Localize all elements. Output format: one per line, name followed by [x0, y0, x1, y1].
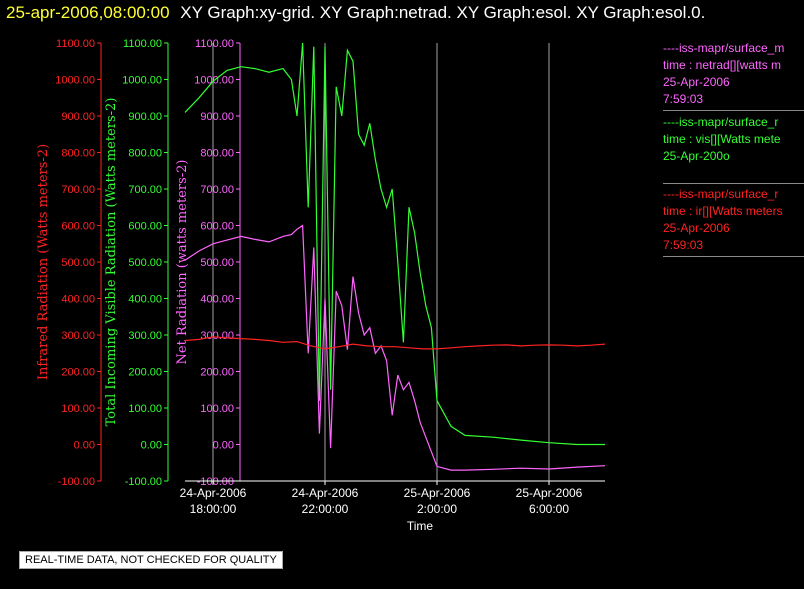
y-tick-label: -100.00 [58, 476, 95, 488]
y-tick-label: 600.00 [61, 221, 95, 233]
y-tick-label: 400.00 [200, 294, 234, 306]
y-tick-label: 300.00 [200, 330, 234, 342]
y-tick-label: 200.00 [128, 367, 162, 379]
x-tick-label: 25-Apr-2006 [404, 486, 471, 500]
x-tick-label: 24-Apr-2006 [180, 486, 247, 500]
legend-line: 25-Apr-2006 [663, 221, 730, 235]
y-tick-label: 1100.00 [195, 38, 234, 50]
y-axis-label: Net Radiation (watts meters-2) [175, 160, 190, 365]
y-axis-label: Infrared Radiation (Watts meters-2) [36, 144, 51, 380]
x-tick-label: 22:00:00 [302, 502, 349, 516]
legend-entry-ir: ----iss-mapr/surface_r time : ir[][Watts… [663, 186, 804, 254]
y-tick-label: 200.00 [200, 367, 234, 379]
y-tick-label: 800.00 [61, 148, 95, 160]
series-line-vis [184, 42, 605, 446]
legend-entry-netrad: ----iss-mapr/surface_m time : netrad[][w… [663, 40, 804, 108]
y-tick-label: 0.00 [141, 440, 162, 452]
x-tick-label: 24-Apr-2006 [292, 486, 359, 500]
x-tick-label: 18:00:00 [190, 502, 237, 516]
y-tick-label: 100.00 [128, 403, 162, 415]
y-tick-label: 300.00 [61, 330, 95, 342]
legend-line: 7:59:03 [663, 238, 704, 252]
y-tick-label: 500.00 [200, 257, 234, 269]
y-tick-label: 500.00 [61, 257, 95, 269]
legend-line: 25-Apr-200o [663, 149, 730, 163]
legend-line: time : netrad[][watts m [663, 58, 782, 72]
x-tick-label: 2:00:00 [417, 502, 457, 516]
y-tick-label: 500.00 [128, 257, 162, 269]
y-tick-label: 800.00 [128, 148, 162, 160]
title-bar: 25-apr-2006,08:00:00 XY Graph:xy-grid. X… [6, 3, 705, 23]
legend-entry-vis: ----iss-mapr/surface_r time : vis[][Watt… [663, 114, 804, 165]
series-line-net [184, 224, 606, 471]
y-tick-label: 700.00 [128, 184, 162, 196]
y-tick-label: 1000.00 [122, 75, 162, 87]
legend-divider [663, 110, 804, 111]
legend-line: time : ir[][Watts meters [663, 204, 783, 218]
y-tick-label: 800.00 [200, 148, 234, 160]
legend-line: ----iss-mapr/surface_m [663, 41, 785, 55]
quality-notice: REAL-TIME DATA, NOT CHECKED FOR QUALITY [19, 551, 283, 569]
y-tick-label: 900.00 [200, 111, 234, 123]
legend-divider [663, 183, 804, 184]
y-tick-label: 400.00 [61, 294, 95, 306]
y-tick-label: 1100.00 [56, 38, 95, 50]
y-axis-label: Total Incoming Visible Radiation (Watts … [104, 98, 119, 427]
legend-line: 7:59:03 [663, 92, 704, 106]
legend-line: ----iss-mapr/surface_r [663, 187, 779, 201]
y-tick-label: 900.00 [128, 111, 162, 123]
y-tick-label: 600.00 [128, 221, 162, 233]
y-tick-label: -100.00 [197, 476, 234, 488]
y-tick-label: -100.00 [125, 476, 162, 488]
y-tick-label: 1000.00 [55, 75, 95, 87]
x-tick-label: 25-Apr-2006 [516, 486, 583, 500]
legend-divider [663, 256, 804, 257]
y-tick-label: 700.00 [200, 184, 234, 196]
y-tick-label: 400.00 [128, 294, 162, 306]
y-tick-label: 1100.00 [123, 38, 162, 50]
series-line-ir [184, 336, 606, 350]
legend-line: ----iss-mapr/surface_r [663, 115, 779, 129]
legend-line: time : vis[][Watts mete [663, 132, 781, 146]
y-tick-label: 900.00 [61, 111, 95, 123]
y-tick-label: 100.00 [200, 403, 234, 415]
y-tick-label: 0.00 [74, 440, 95, 452]
y-tick-label: 200.00 [61, 367, 95, 379]
y-tick-label: 600.00 [200, 221, 234, 233]
x-axis-label: Time [407, 519, 434, 533]
graph-names: XY Graph:xy-grid. XY Graph:netrad. XY Gr… [180, 3, 706, 22]
y-tick-label: 700.00 [61, 184, 95, 196]
legend-line: 25-Apr-2006 [663, 75, 730, 89]
y-tick-label: 100.00 [61, 403, 95, 415]
y-tick-label: 0.00 [213, 440, 234, 452]
timestamp: 25-apr-2006,08:00:00 [6, 3, 170, 22]
y-tick-label: 300.00 [128, 330, 162, 342]
x-tick-label: 6:00:00 [529, 502, 569, 516]
